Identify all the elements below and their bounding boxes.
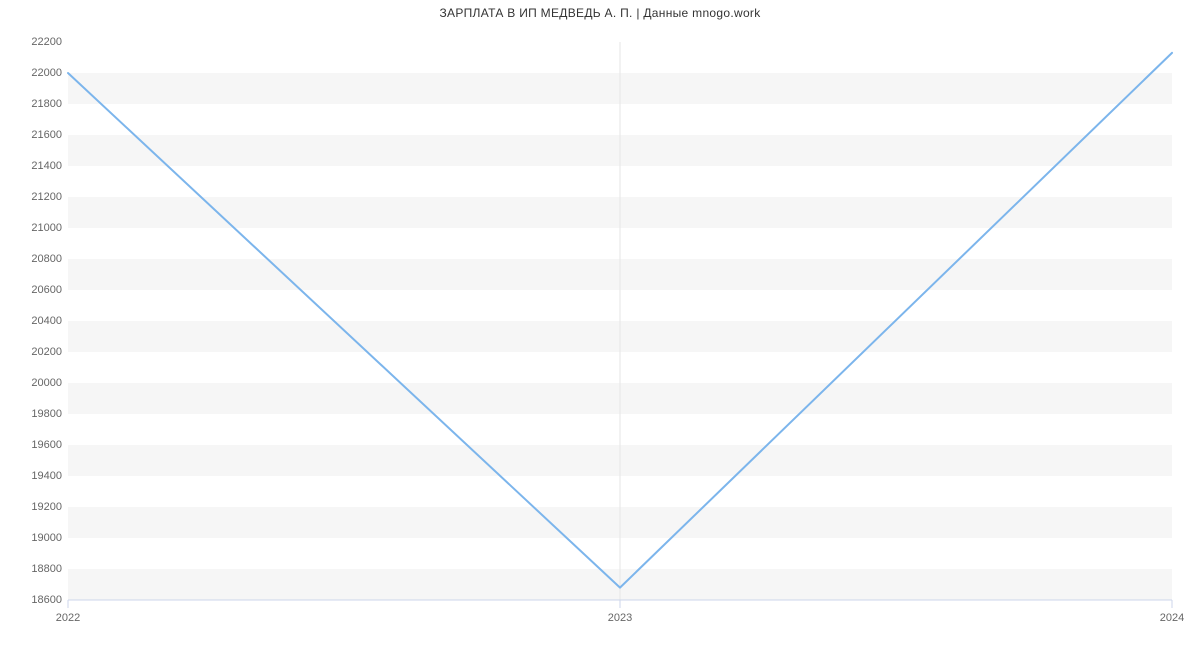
y-tick-label: 22200 xyxy=(31,36,62,48)
y-tick-label: 19800 xyxy=(31,408,62,420)
y-tick-label: 21000 xyxy=(31,222,62,234)
y-tick-label: 20400 xyxy=(31,315,62,327)
y-tick-label: 21200 xyxy=(31,191,62,203)
y-tick-label: 21400 xyxy=(31,160,62,172)
y-tick-label: 21800 xyxy=(31,98,62,110)
y-tick-label: 21600 xyxy=(31,129,62,141)
y-tick-label: 19400 xyxy=(31,470,62,482)
y-tick-label: 20000 xyxy=(31,377,62,389)
y-tick-label: 19200 xyxy=(31,501,62,513)
x-tick-label: 2022 xyxy=(56,612,80,624)
plot-area xyxy=(68,42,1172,600)
y-tick-label: 20200 xyxy=(31,346,62,358)
y-tick-label: 20600 xyxy=(31,284,62,296)
y-tick-label: 18800 xyxy=(31,563,62,575)
y-tick-label: 18600 xyxy=(31,594,62,606)
chart-container: ЗАРПЛАТА В ИП МЕДВЕДЬ А. П. | Данные mno… xyxy=(0,0,1200,650)
y-tick-label: 19000 xyxy=(31,532,62,544)
y-tick-label: 19600 xyxy=(31,439,62,451)
x-tick-label: 2024 xyxy=(1160,612,1184,624)
y-tick-label: 20800 xyxy=(31,253,62,265)
y-tick-label: 22000 xyxy=(31,67,62,79)
x-tick-label: 2023 xyxy=(608,612,632,624)
chart-title: ЗАРПЛАТА В ИП МЕДВЕДЬ А. П. | Данные mno… xyxy=(0,6,1200,20)
